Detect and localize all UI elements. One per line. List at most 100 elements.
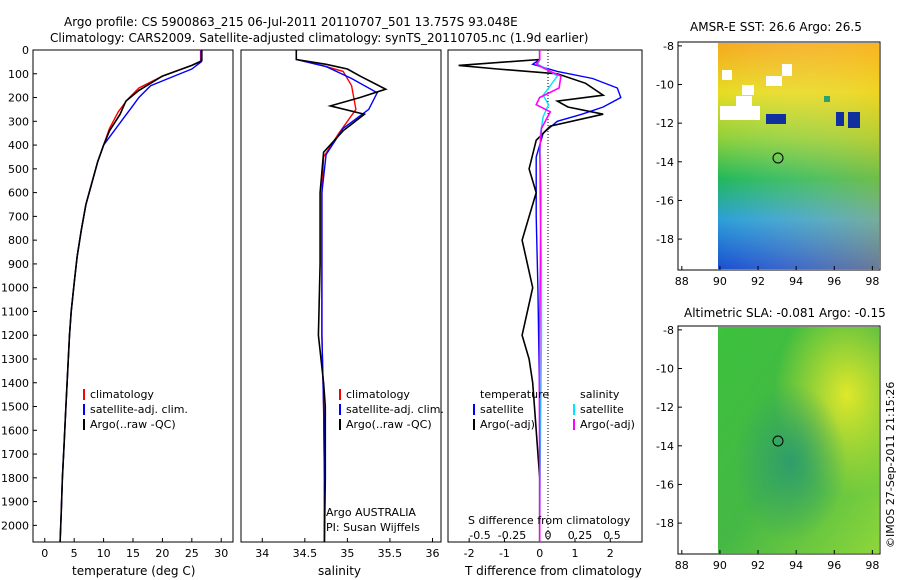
map-lat-label: -18 (656, 233, 674, 246)
depth-tick-label: 1500 (1, 401, 29, 414)
sla-map-axes: 88 90 92 94 96 98 -8 -10 -12 -14 -16 -18 (656, 324, 879, 572)
depth-tick-label: 500 (8, 163, 29, 176)
depth-tick-label: 1800 (1, 472, 29, 485)
x-tick-label: 0 (41, 547, 48, 560)
depth-tick-label: 1600 (1, 424, 29, 437)
legend-label: climatology (346, 388, 410, 401)
depth-tick-label: 700 (8, 210, 29, 223)
s-diff-tick-label: -0.5 (469, 529, 490, 542)
salinity-legend: climatology satellite-adj. clim. Argo(..ra… (339, 388, 444, 431)
depth-tick-label: 800 (8, 234, 29, 247)
legend-label: satellite (580, 403, 624, 416)
map-lat-label: -8 (663, 40, 674, 53)
x-tick-label: 15 (126, 547, 140, 560)
temperature-profile-lines (59, 50, 203, 543)
x-tick-label: 30 (214, 547, 228, 560)
depth-tick-label: 1100 (1, 305, 29, 318)
map-lon-label: 92 (751, 275, 765, 288)
x-tick-label: 10 (97, 547, 111, 560)
series-line-satellite-adj-clim- (59, 50, 202, 543)
map-lat-label: -14 (656, 156, 674, 169)
depth-tick-label: 1300 (1, 353, 29, 366)
x-tick-label: 20 (155, 547, 169, 560)
pi-label: PI: Susan Wijffels (326, 521, 420, 534)
map-lon-label: 94 (789, 275, 803, 288)
map-lon-label: 90 (713, 275, 727, 288)
sla-argo-location-marker (772, 435, 784, 447)
depth-tick-label: 1200 (1, 329, 29, 342)
x-tick-label: 34.5 (293, 547, 318, 560)
x-tick-label: 2 (607, 547, 614, 560)
sst-argo-location-marker (772, 152, 784, 164)
depth-axis: 0 100 200 300 400 500 600 700 800 900 1000 1100 1200… (1, 44, 37, 532)
imos-credit: ©IMOS 27-Sep-2011 21:15:26 (884, 382, 897, 548)
map-lon-label: 90 (713, 559, 727, 572)
title-line-1: Argo profile: CS 5900863_215 06-Jul-2011… (64, 15, 518, 29)
depth-tick-label: 400 (8, 139, 29, 152)
salinity-profile-lines (295, 50, 388, 543)
x-tick-label: 34 (255, 547, 269, 560)
temperature-xlabel: temperature (deg C) (72, 564, 195, 578)
depth-tick-label: 900 (8, 258, 29, 271)
map-lat-label: -12 (656, 401, 674, 414)
title-line-2: Climatology: CARS2009. Satellite-adjuste… (50, 31, 588, 45)
temperature-legend: climatology satellite-adj. clim. Argo(..ra… (83, 388, 188, 431)
series-line-argo-raw-qc- (59, 50, 203, 543)
series-line-t-satellite (531, 50, 622, 542)
map-lon-label: 88 (675, 559, 689, 572)
depth-tick-label: 100 (8, 68, 29, 81)
legend-label: satellite-adj. clim. (346, 403, 444, 416)
depth-tick-label: 1700 (1, 448, 29, 461)
series-line-s-argo-adj- (534, 50, 562, 542)
difference-profile-lines (458, 50, 622, 543)
depth-tick-label: 2000 (1, 519, 29, 532)
series-line-satellite-adj-clim- (295, 50, 379, 542)
depth-tick-label: 1900 (1, 496, 29, 509)
depth-tick-label: 1000 (1, 282, 29, 295)
salinity-x-axis: 34 34.5 35 35.5 36 (255, 538, 439, 560)
map-lat-label: -16 (656, 478, 674, 491)
x-tick-label: -1 (499, 547, 510, 560)
sla-map-panel: Altimetric SLA: -0.081 Argo: -0.15 88 90 9… (656, 306, 886, 572)
sst-map-panel: AMSR-E SST: 26.6 Argo: 26.5 88 90 92 94 96 98… (656, 20, 881, 288)
map-lon-label: 92 (751, 559, 765, 572)
sst-map-axes: 88 90 92 94 96 98 -8 -10 -12 -14 -16 -18 (656, 40, 879, 288)
temperature-x-axis: 0 5 10 15 20 25 30 (41, 538, 228, 560)
map-lon-label: 94 (789, 559, 803, 572)
map-lat-label: -18 (656, 517, 674, 530)
map-lat-label: -8 (663, 324, 674, 337)
map-lon-label: 88 (675, 275, 689, 288)
difference-x-axis: -2 -1 0 1 2 -0.5 -0.25 0 0.25 0.5 (464, 529, 621, 560)
legend-label: Argo(..raw -QC) (90, 418, 176, 431)
x-tick-label: 36 (425, 547, 439, 560)
legend-label: Argo(-adj) (580, 418, 635, 431)
s-diff-tick-label: 0.5 (603, 529, 621, 542)
depth-tick-label: 600 (8, 187, 29, 200)
s-diff-tick-label: -0.25 (498, 529, 526, 542)
map-lon-label: 96 (827, 559, 841, 572)
salinity-panel: 34 34.5 35 35.5 36 climatology satellite-adj.… (240, 49, 444, 578)
series-line-argo-raw-qc- (295, 50, 388, 543)
legend-label: satellite (480, 403, 524, 416)
temperature-panel: 0100200300400500600700800900100011001200… (1, 44, 234, 578)
depth-tick-label: 1400 (1, 377, 29, 390)
x-tick-label: 25 (185, 547, 199, 560)
platform-label: Argo AUSTRALIA (326, 506, 416, 519)
legend-group-title: temperature (480, 388, 549, 401)
map-lat-label: -12 (656, 117, 674, 130)
map-lon-label: 98 (865, 559, 879, 572)
s-diff-tick-label: 0.25 (568, 529, 593, 542)
s-diff-tick-label: 0 (545, 529, 552, 542)
t-difference-xlabel: T difference from climatology (464, 564, 642, 578)
legend-label: climatology (90, 388, 154, 401)
legend-label: Argo(-adj) (480, 418, 535, 431)
sla-map-title: Altimetric SLA: -0.081 Argo: -0.15 (684, 306, 886, 320)
salinity-plot-frame (240, 49, 442, 543)
series-line-t-argo-adj- (458, 50, 606, 542)
x-tick-label: 0 (536, 547, 543, 560)
difference-panel: -2 -1 0 1 2 -0.5 -0.25 0 0.25 0.5 temperature sate… (447, 49, 643, 578)
map-lat-label: -10 (656, 363, 674, 376)
difference-plot-frame (447, 49, 643, 543)
map-lat-label: -16 (656, 194, 674, 207)
